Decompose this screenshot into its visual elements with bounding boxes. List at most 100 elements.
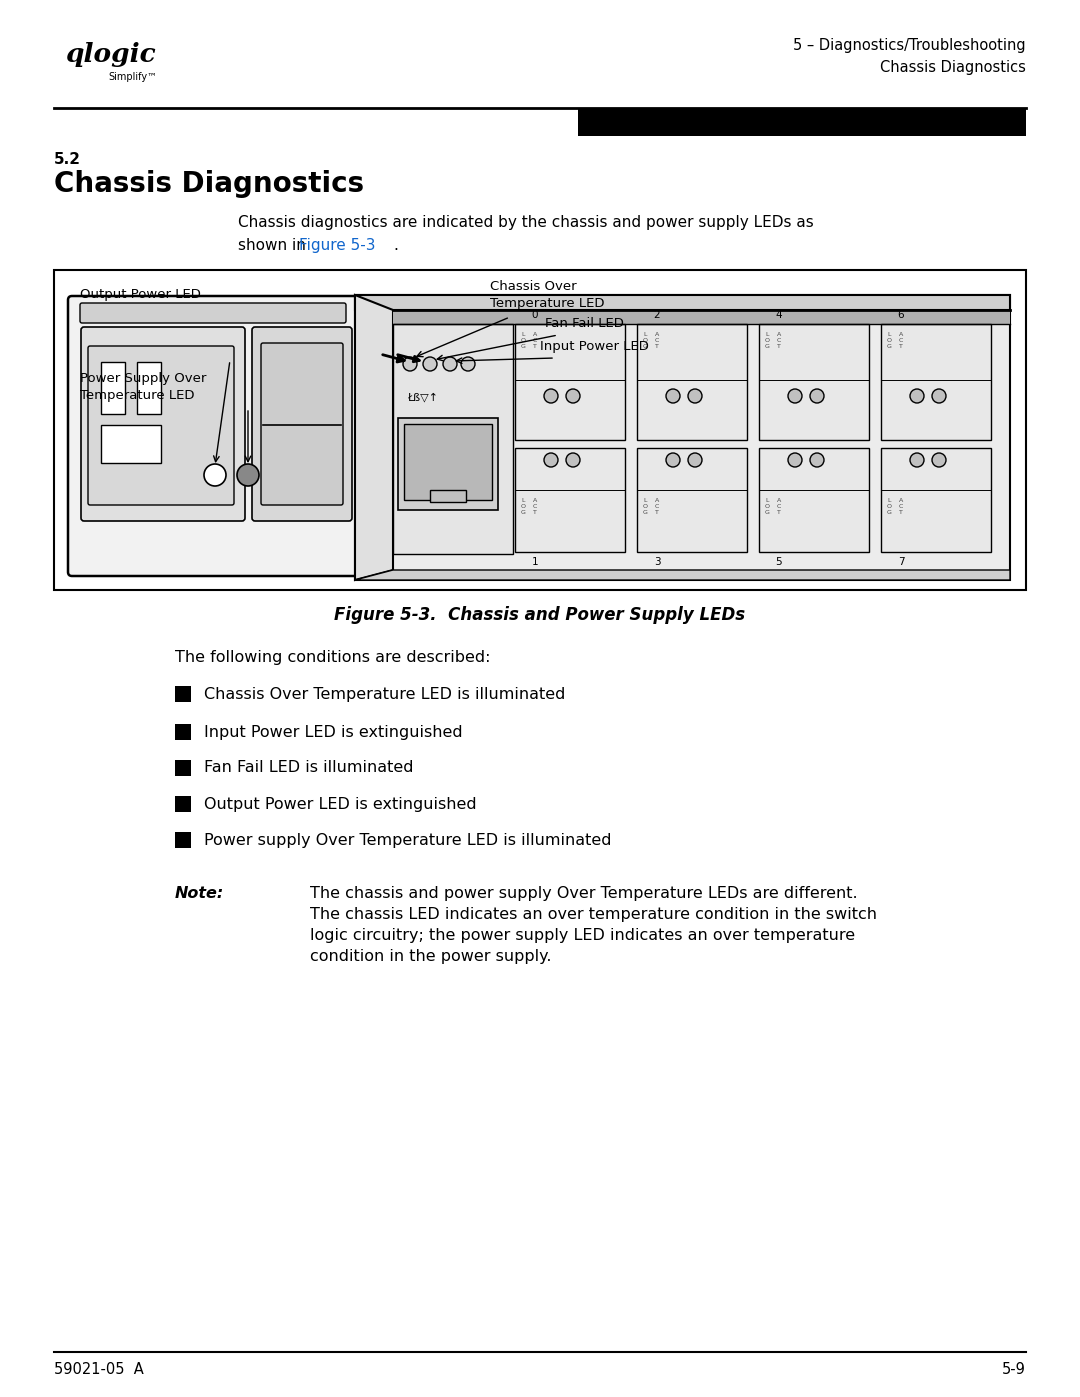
Text: A
C
T: A C T [777,332,781,349]
Text: 0: 0 [531,310,538,320]
FancyBboxPatch shape [81,327,245,521]
Text: A
C
T: A C T [534,497,538,514]
Circle shape [544,388,558,402]
Text: Figure 5-3.  Chassis and Power Supply LEDs: Figure 5-3. Chassis and Power Supply LED… [335,606,745,624]
Text: qlogic: qlogic [65,42,156,67]
Text: L
O
G: L O G [643,332,648,349]
Circle shape [403,358,417,372]
Text: L
O
G: L O G [887,332,892,349]
Bar [515,324,625,440]
FancyBboxPatch shape [68,296,357,576]
Circle shape [443,358,457,372]
FancyBboxPatch shape [261,344,343,504]
Bar [637,324,747,440]
Text: A
C
T: A C T [899,497,903,514]
Text: Simplify™: Simplify™ [108,73,157,82]
Text: 6: 6 [897,310,904,320]
Circle shape [204,464,226,486]
Bar [515,448,625,552]
Bar [393,324,513,555]
Text: Chassis Diagnostics: Chassis Diagnostics [880,60,1026,75]
Text: Output Power LED is extinguished: Output Power LED is extinguished [204,796,476,812]
Text: Chassis Diagnostics: Chassis Diagnostics [54,170,364,198]
Text: Chassis Over
Temperature LED: Chassis Over Temperature LED [490,279,605,310]
Text: 5: 5 [775,557,782,567]
Text: A
C
T: A C T [654,332,660,349]
Text: 5-9: 5-9 [1002,1362,1026,1377]
Text: A
C
T: A C T [899,332,903,349]
Bar [881,448,991,552]
Circle shape [423,358,437,372]
Bar [637,448,747,552]
Text: Figure 5-3: Figure 5-3 [299,237,376,253]
Text: Note:: Note: [175,886,225,901]
Bar [759,324,869,440]
Text: L
O
G: L O G [521,332,526,349]
Bar [430,490,465,502]
Text: 59021-05  A: 59021-05 A [54,1362,144,1377]
Bar [137,362,161,414]
Text: 2: 2 [653,310,660,320]
Polygon shape [355,570,1010,580]
Circle shape [544,453,558,467]
Polygon shape [355,295,393,580]
Circle shape [910,388,924,402]
Circle shape [810,388,824,402]
Text: Chassis Over Temperature LED is illuminated: Chassis Over Temperature LED is illumina… [204,686,565,701]
Circle shape [932,388,946,402]
Bar [404,425,492,500]
Circle shape [666,388,680,402]
Circle shape [566,453,580,467]
Text: A
C
T: A C T [777,497,781,514]
Text: Łß▽↑: Łß▽↑ [407,393,438,402]
Bar [759,448,869,552]
Circle shape [788,453,802,467]
Circle shape [788,388,802,402]
Text: Power supply Over Temperature LED is illuminated: Power supply Over Temperature LED is ill… [204,833,611,848]
Bar [102,362,125,414]
Bar [399,418,498,510]
Text: 1: 1 [531,557,538,567]
Circle shape [666,453,680,467]
Circle shape [810,453,824,467]
Bar [393,310,1010,324]
Text: The following conditions are described:: The following conditions are described: [175,650,490,665]
Circle shape [461,358,475,372]
Bar [355,295,1010,580]
Bar [881,324,991,440]
Text: 4: 4 [775,310,782,320]
FancyBboxPatch shape [87,346,234,504]
Text: Chassis diagnostics are indicated by the chassis and power supply LEDs as: Chassis diagnostics are indicated by the… [238,215,813,231]
Text: The chassis and power supply Over Temperature LEDs are different.
The chassis LE: The chassis and power supply Over Temper… [310,886,877,964]
Bar [578,108,1026,136]
Bar [175,833,191,848]
Bar [175,724,191,740]
Bar [175,796,191,812]
Bar [175,686,191,703]
Bar [102,425,161,462]
Text: Input Power LED is extinguished: Input Power LED is extinguished [204,725,462,739]
Text: Fan Fail LED is illuminated: Fan Fail LED is illuminated [204,760,414,775]
Text: shown in: shown in [238,237,311,253]
FancyBboxPatch shape [252,327,352,521]
Text: 7: 7 [897,557,904,567]
Text: L
O
G: L O G [765,497,770,514]
Text: .: . [393,237,397,253]
Text: Fan Fail LED: Fan Fail LED [545,317,624,330]
Circle shape [688,453,702,467]
FancyBboxPatch shape [80,303,346,323]
Text: L
O
G: L O G [887,497,892,514]
Text: L
O
G: L O G [521,497,526,514]
Polygon shape [355,295,1010,310]
Text: Output Power LED: Output Power LED [80,288,201,300]
Circle shape [688,388,702,402]
Circle shape [910,453,924,467]
Bar [54,270,1026,590]
Text: 3: 3 [653,557,660,567]
Text: A
C
T: A C T [534,332,538,349]
Text: 5 – Diagnostics/Troubleshooting: 5 – Diagnostics/Troubleshooting [794,38,1026,53]
Text: L
O
G: L O G [643,497,648,514]
Text: L
O
G: L O G [765,332,770,349]
Text: 5.2: 5.2 [54,152,81,168]
Circle shape [237,464,259,486]
